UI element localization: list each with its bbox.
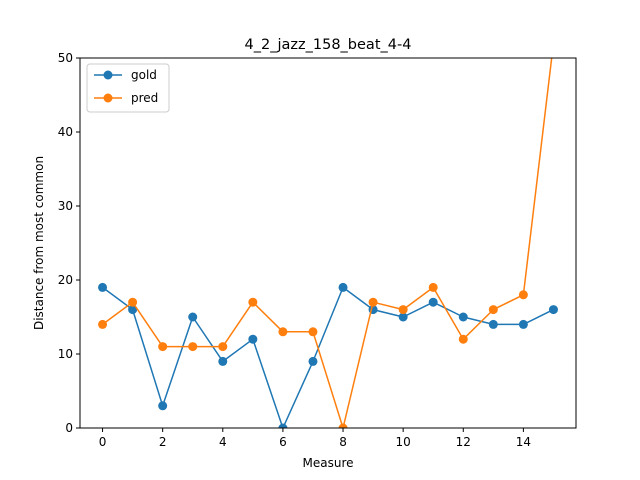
gold-point (248, 334, 258, 344)
pred-point (128, 297, 138, 307)
x-axis-title: Measure (303, 456, 354, 470)
x-tick-label: 6 (279, 435, 287, 449)
pred-point (368, 297, 378, 307)
y-tick-label: 20 (58, 273, 73, 287)
x-tick-label: 0 (99, 435, 107, 449)
pred-point (338, 423, 348, 428)
y-tick-label: 50 (58, 51, 73, 65)
y-tick-label: 40 (58, 125, 73, 139)
x-tick-label: 12 (456, 435, 471, 449)
gold-point (308, 356, 318, 366)
gold-point (278, 423, 288, 428)
gold-point (398, 312, 408, 322)
x-tick-label: 14 (516, 435, 531, 449)
gold-point (158, 401, 168, 411)
gold-point (218, 356, 228, 366)
legend-gold-label: gold (131, 68, 157, 82)
legend: gold pred (86, 63, 170, 113)
x-tick-label: 8 (339, 435, 347, 449)
y-tick-label: 0 (65, 421, 73, 435)
axes-layer: 0 2 4 6 8 10 12 14 0 10 20 30 40 50 (58, 51, 577, 449)
gold-point (518, 319, 528, 329)
pred-point (278, 327, 288, 337)
gold-point (98, 282, 108, 292)
pred-point (518, 290, 528, 300)
pred-series-line (102, 58, 553, 428)
x-tick-label: 4 (219, 435, 227, 449)
pred-point (248, 297, 258, 307)
gold-point (428, 297, 438, 307)
gold-point (548, 305, 558, 315)
pred-point (458, 334, 468, 344)
pred-point (549, 39, 558, 48)
gold-point (338, 282, 348, 292)
series-layer (98, 39, 558, 428)
gold-point (128, 305, 138, 315)
chart-title: 4_2_jazz_158_beat_4-4 (245, 37, 412, 53)
gold-point (488, 319, 498, 329)
pred-point (98, 319, 108, 329)
pred-point (428, 282, 438, 292)
pred-point (308, 327, 318, 337)
pred-point (398, 305, 408, 315)
pred-point (188, 342, 198, 352)
legend-pred-label: pred (131, 91, 158, 105)
pred-point (218, 342, 228, 352)
gold-point (188, 312, 198, 322)
legend-pred-marker (103, 93, 113, 103)
x-tick-label: 10 (396, 435, 411, 449)
legend-gold-marker (103, 70, 113, 80)
gold-point (458, 312, 468, 322)
gold-series-line (102, 286, 554, 428)
y-tick-label: 30 (58, 199, 73, 213)
plot-frame (79, 57, 577, 429)
y-axis-title: Distance from most common (32, 156, 46, 330)
y-tick-label: 10 (58, 347, 73, 361)
x-tick-label: 2 (159, 435, 167, 449)
pred-point (488, 305, 498, 315)
pred-point (158, 342, 168, 352)
